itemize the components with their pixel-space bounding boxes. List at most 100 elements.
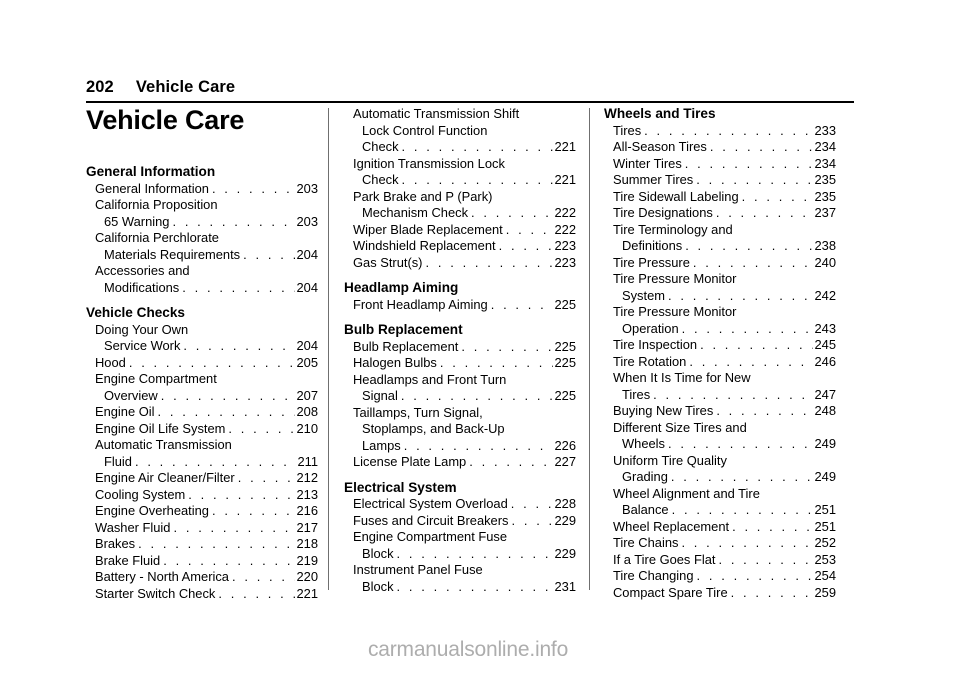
toc-entry-line: Automatic Transmission Shift (353, 106, 520, 121)
toc-entry-line: Wheel Alignment and Tire (613, 485, 760, 501)
toc-entry[interactable]: Electrical System Overload. . . . . . . … (344, 496, 576, 513)
toc-entry[interactable]: California Proposition 65 Warning. . . . … (86, 197, 318, 230)
toc-page-number: 221 (554, 172, 576, 187)
toc-dot-leader: . . . . . . . . . . . . . . . . . . . . … (718, 551, 813, 567)
toc-entry-last-line: Starter Switch Check. . . . . . . . . . … (86, 586, 318, 603)
toc-entry[interactable]: Tire Pressure. . . . . . . . . . . . . .… (604, 255, 836, 272)
toc-entry[interactable]: Washer Fluid. . . . . . . . . . . . . . … (86, 520, 318, 537)
toc-section-heading: Wheels and Tires (604, 106, 716, 121)
toc-entry[interactable]: California Perchlorate Materials Requirem… (86, 230, 318, 263)
toc-entry[interactable]: Tire Inspection. . . . . . . . . . . . .… (604, 337, 836, 354)
toc-entry[interactable]: Tire Pressure Monitor System. . . . . . .… (604, 271, 836, 304)
toc-dot-leader: . . . . . . . . . . . . . . . . . . . . … (685, 238, 813, 253)
toc-entry[interactable]: Winter Tires. . . . . . . . . . . . . . … (604, 156, 836, 173)
toc-entry[interactable]: Wheel Alignment and Tire Balance. . . . .… (604, 486, 836, 519)
toc-dot-leader: . . . . . . . . . . . . . . . . . . . . … (172, 213, 295, 229)
toc-section-heading: Vehicle Checks (86, 305, 185, 320)
toc-entry[interactable]: Tire Designations. . . . . . . . . . . .… (604, 205, 836, 222)
toc-entry[interactable]: Headlamps and Front Turn Signal. . . . . … (344, 372, 576, 405)
toc-entry[interactable]: Battery - North America. . . . . . . . .… (86, 569, 318, 586)
toc-page-number: 208 (296, 404, 318, 419)
toc-entry[interactable]: Accessories and Modifications. . . . . . … (86, 263, 318, 296)
toc-entry-last-line: Overview. . . . . . . . . . . . . . . . … (86, 388, 318, 405)
toc-page-number: 235 (814, 188, 836, 204)
toc-entry[interactable]: Tire Chains. . . . . . . . . . . . . . .… (604, 535, 836, 552)
toc-entry-last-line: Engine Oil Life System. . . . . . . . . … (86, 421, 318, 438)
toc-page-number: 223 (554, 254, 576, 270)
header-page-number: 202 (86, 78, 114, 96)
toc-page-number: 233 (814, 122, 836, 138)
toc-entry[interactable]: Brakes. . . . . . . . . . . . . . . . . … (86, 536, 318, 553)
toc-entry[interactable]: Engine Oil. . . . . . . . . . . . . . . … (86, 404, 318, 421)
toc-entry-last-line: Tire Changing. . . . . . . . . . . . . .… (604, 568, 836, 585)
toc-entry[interactable]: Starter Switch Check. . . . . . . . . . … (86, 586, 318, 603)
toc-entry[interactable]: Engine Overheating. . . . . . . . . . . … (86, 503, 318, 520)
toc-page-number: 225 (554, 355, 576, 370)
toc-entry[interactable]: Engine Compartment Overview. . . . . . . … (86, 371, 318, 404)
toc-entry-label: Signal (362, 388, 398, 403)
toc-entry[interactable]: Front Headlamp Aiming. . . . . . . . . .… (344, 297, 576, 314)
toc-entry[interactable]: Tire Rotation. . . . . . . . . . . . . .… (604, 354, 836, 371)
toc-entry[interactable]: Instrument Panel Fuse Block. . . . . . . … (344, 562, 576, 595)
toc-entry[interactable]: Wheel Replacement. . . . . . . . . . . .… (604, 519, 836, 536)
toc-entry[interactable]: Tire Terminology and Definitions. . . . .… (604, 222, 836, 255)
toc-entry[interactable]: Engine Oil Life System. . . . . . . . . … (86, 421, 318, 438)
toc-column-1: General Information General Information. … (86, 106, 318, 602)
toc-entry[interactable]: Engine Air Cleaner/Filter. . . . . . . .… (86, 470, 318, 487)
toc-dot-leader: . . . . . . . . . . . . . . . . . . . . … (138, 536, 295, 551)
toc-entry[interactable]: Summer Tires. . . . . . . . . . . . . . … (604, 172, 836, 189)
toc-entry-label: Modifications (104, 279, 180, 295)
toc-column-3: Wheels and Tires Tires. . . . . . . . . .… (604, 106, 836, 601)
toc-entry-label: Bulb Replacement (353, 338, 459, 354)
toc-section-heading: Headlamp Aiming (344, 280, 459, 295)
toc-entry[interactable]: Tire Changing. . . . . . . . . . . . . .… (604, 568, 836, 585)
toc-entry[interactable]: When It Is Time for New Tires. . . . . . … (604, 370, 836, 403)
toc-entry-last-line: Windshield Replacement. . . . . . . . . … (344, 238, 576, 255)
toc-page-number: 242 (814, 287, 836, 303)
toc-entry[interactable]: Tire Pressure Monitor Operation. . . . . … (604, 304, 836, 337)
toc-entry-line: Headlamps and Front Turn (353, 371, 507, 387)
toc-entry-last-line: Engine Air Cleaner/Filter. . . . . . . .… (86, 470, 318, 487)
toc-entry[interactable]: Cooling System. . . . . . . . . . . . . … (86, 487, 318, 504)
toc-dot-leader: . . . . . . . . . . . . . . . . . . . . … (228, 420, 295, 436)
toc-page-number: 204 (296, 246, 318, 262)
toc-entry[interactable]: Compact Spare Tire. . . . . . . . . . . … (604, 585, 836, 602)
toc-entry[interactable]: Tires. . . . . . . . . . . . . . . . . .… (604, 123, 836, 140)
toc-entry[interactable]: Engine Compartment Fuse Block. . . . . . … (344, 529, 576, 562)
toc-entry[interactable]: Automatic Transmission Shift Lock Control… (344, 106, 576, 156)
toc-dot-leader: . . . . . . . . . . . . . . . . . . . . … (667, 436, 814, 451)
toc-entry[interactable]: Brake Fluid. . . . . . . . . . . . . . .… (86, 553, 318, 570)
toc-entry[interactable]: Automatic Transmission Fluid. . . . . . .… (86, 437, 318, 470)
toc-page-number: 203 (296, 213, 318, 229)
toc-entry-label: Operation (622, 320, 679, 336)
toc-entry[interactable]: General Information. . . . . . . . . . .… (86, 181, 318, 198)
toc-dot-leader: . . . . . . . . . . . . . . . . . . . . … (510, 496, 554, 511)
toc-entry[interactable]: All-Season Tires. . . . . . . . . . . . … (604, 139, 836, 156)
toc-entry[interactable]: Buying New Tires. . . . . . . . . . . . … (604, 403, 836, 420)
toc-entry-label: Cooling System (95, 486, 186, 502)
toc-dot-leader: . . . . . . . . . . . . . . . . . . . . … (716, 403, 813, 418)
toc-entry-last-line: Tires. . . . . . . . . . . . . . . . . .… (604, 123, 836, 140)
toc-entry[interactable]: If a Tire Goes Flat. . . . . . . . . . .… (604, 552, 836, 569)
toc-entry[interactable]: Gas Strut(s). . . . . . . . . . . . . . … (344, 255, 576, 272)
toc-entry[interactable]: Doing Your Own Service Work. . . . . . . … (86, 322, 318, 355)
toc-dot-leader: . . . . . . . . . . . . . . . . . . . . … (730, 584, 814, 600)
toc-entry-line: When It Is Time for New (613, 370, 751, 385)
toc-entry[interactable]: Fuses and Circuit Breakers. . . . . . . … (344, 513, 576, 530)
toc-entry[interactable]: Wiper Blade Replacement. . . . . . . . .… (344, 222, 576, 239)
toc-entry[interactable]: Tire Sidewall Labeling. . . . . . . . . … (604, 189, 836, 206)
toc-entry[interactable]: Uniform Tire Quality Grading. . . . . . .… (604, 453, 836, 486)
toc-page-number: 205 (296, 354, 318, 370)
toc-entry-last-line: Bulb Replacement. . . . . . . . . . . . … (344, 339, 576, 356)
toc-entry[interactable]: License Plate Lamp. . . . . . . . . . . … (344, 454, 576, 471)
toc-entry-label: Engine Air Cleaner/Filter (95, 470, 235, 485)
toc-entry[interactable]: Windshield Replacement. . . . . . . . . … (344, 238, 576, 255)
toc-entry[interactable]: Bulb Replacement. . . . . . . . . . . . … (344, 339, 576, 356)
toc-entry[interactable]: Taillamps, Turn Signal, Stoplamps, and Ba… (344, 405, 576, 455)
toc-entry-last-line: If a Tire Goes Flat. . . . . . . . . . .… (604, 552, 836, 569)
toc-entry[interactable]: Hood. . . . . . . . . . . . . . . . . . … (86, 355, 318, 372)
toc-entry[interactable]: Ignition Transmission Lock Check. . . . .… (344, 156, 576, 189)
toc-entry[interactable]: Halogen Bulbs. . . . . . . . . . . . . .… (344, 355, 576, 372)
toc-entry[interactable]: Different Size Tires and Wheels. . . . . … (604, 420, 836, 453)
toc-entry[interactable]: Park Brake and P (Park) Mechanism Check. … (344, 189, 576, 222)
